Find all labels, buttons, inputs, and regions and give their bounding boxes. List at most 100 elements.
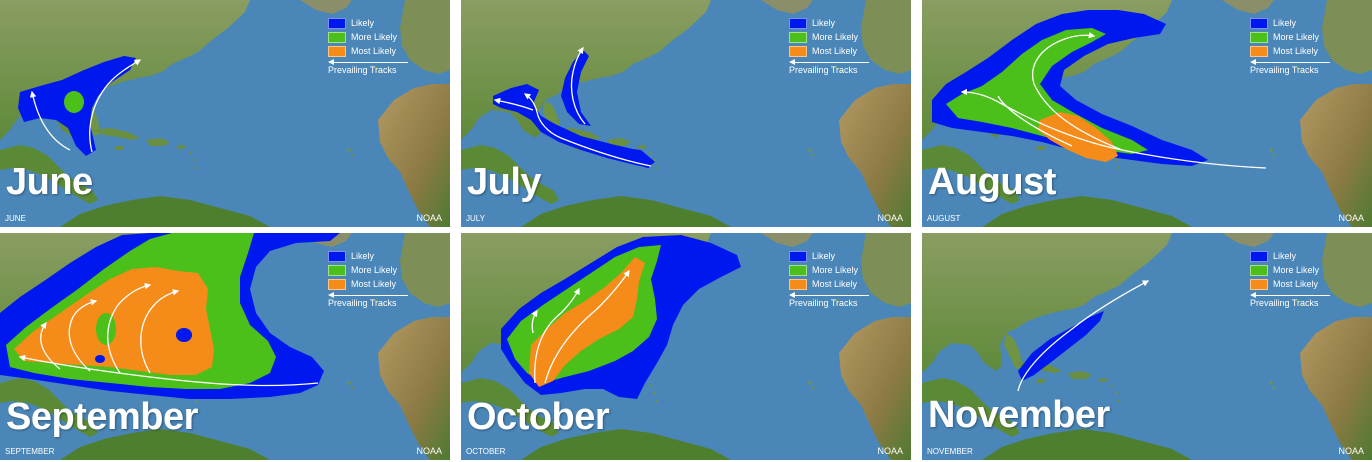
legend: Likely More Likely Most Likely Prevailin…: [789, 16, 875, 75]
more-likely-swatch: [1250, 264, 1268, 276]
noaa-credit: NOAA: [877, 213, 903, 223]
august-most-likely-region: [1038, 112, 1118, 162]
november-likely-region: [1018, 311, 1104, 381]
noaa-credit: NOAA: [1338, 213, 1364, 223]
noaa-credit: NOAA: [416, 213, 442, 223]
month-title: June: [6, 161, 93, 203]
noaa-credit: NOAA: [877, 446, 903, 456]
october-map: [461, 233, 911, 460]
legend-tracks: Prevailing Tracks: [789, 292, 875, 308]
left-arrow-icon: [1250, 59, 1330, 65]
likely-swatch: [328, 250, 346, 262]
september-prevailing-tracks: [18, 282, 319, 387]
legend-tracks-label: Prevailing Tracks: [789, 65, 858, 75]
legend-more-likely-label: More Likely: [1273, 264, 1320, 275]
most-likely-swatch: [789, 278, 807, 290]
june-more-likely-region: [64, 91, 84, 113]
august-likely-region: [932, 10, 1208, 166]
left-arrow-icon: [328, 292, 408, 298]
july-prevailing-tracks: [493, 46, 652, 167]
september-most-likely-region: [14, 267, 214, 375]
month-caption: SEPTEMBER: [5, 447, 55, 456]
legend-tracks-label: Prevailing Tracks: [328, 298, 397, 308]
legend-tracks: Prevailing Tracks: [789, 59, 875, 75]
september-map: [0, 233, 450, 460]
august-map: [922, 0, 1372, 227]
legend-more-likely-label: More Likely: [812, 31, 859, 42]
month-title: July: [467, 161, 542, 203]
month-title: September: [6, 396, 198, 438]
most-likely-swatch: [328, 278, 346, 290]
november-map: [922, 233, 1372, 460]
legend-tracks: Prevailing Tracks: [1250, 59, 1336, 75]
legend-tracks: Prevailing Tracks: [1250, 292, 1336, 308]
month-caption: JULY: [466, 214, 485, 223]
august-more-likely-region: [946, 28, 1148, 154]
most-likely-swatch: [789, 45, 807, 57]
legend-likely-label: Likely: [1273, 17, 1297, 28]
legend: Likely More Likely Most Likely Prevailin…: [1250, 249, 1336, 308]
june-map: [0, 0, 450, 227]
legend-most-likely-label: Most Likely: [1273, 45, 1319, 56]
legend-most-likely-label: Most Likely: [812, 278, 858, 289]
legend-most-likely-label: Most Likely: [351, 278, 397, 289]
legend: Likely More Likely Most Likely Prevailin…: [328, 249, 414, 308]
most-likely-swatch: [1250, 278, 1268, 290]
month-caption: AUGUST: [927, 214, 961, 223]
legend-most-likely-label: Most Likely: [351, 45, 397, 56]
likely-swatch: [328, 17, 346, 29]
likely-swatch: [1250, 17, 1268, 29]
more-likely-swatch: [328, 264, 346, 276]
october-most-likely-region: [529, 257, 645, 387]
noaa-credit: NOAA: [1338, 446, 1364, 456]
november-prevailing-tracks: [1017, 280, 1150, 392]
july-map: [461, 0, 911, 227]
more-likely-swatch: [328, 31, 346, 43]
more-likely-swatch: [1250, 31, 1268, 43]
legend-tracks-label: Prevailing Tracks: [789, 298, 858, 308]
legend-likely-label: Likely: [351, 17, 375, 28]
legend-most-likely-label: Most Likely: [812, 45, 858, 56]
more-likely-swatch: [789, 264, 807, 276]
legend-tracks-label: Prevailing Tracks: [1250, 65, 1319, 75]
map-panel-june: Likely More Likely Most Likely Prevailin…: [0, 0, 450, 227]
legend-tracks: Prevailing Tracks: [328, 59, 414, 75]
map-panel-august: Likely More Likely Most Likely Prevailin…: [922, 0, 1372, 227]
likely-swatch: [1250, 250, 1268, 262]
noaa-credit: NOAA: [416, 446, 442, 456]
legend-likely-label: Likely: [812, 17, 836, 28]
left-arrow-icon: [789, 292, 869, 298]
likely-swatch: [789, 250, 807, 262]
most-likely-swatch: [328, 45, 346, 57]
june-prevailing-tracks: [29, 59, 142, 153]
july-likely-region: [493, 50, 655, 168]
left-arrow-icon: [1250, 292, 1330, 298]
likely-swatch: [789, 17, 807, 29]
legend-tracks-label: Prevailing Tracks: [328, 65, 397, 75]
august-prevailing-tracks: [960, 31, 1267, 169]
map-panel-july: Likely More Likely Most Likely Prevailin…: [461, 0, 911, 227]
legend-more-likely-label: More Likely: [351, 264, 398, 275]
map-panel-september: Likely More Likely Most Likely Prevailin…: [0, 233, 450, 460]
legend-more-likely-label: More Likely: [1273, 31, 1320, 42]
legend: Likely More Likely Most Likely Prevailin…: [789, 249, 875, 308]
legend: Likely More Likely Most Likely Prevailin…: [1250, 16, 1336, 75]
month-caption: JUNE: [5, 214, 26, 223]
left-arrow-icon: [328, 59, 408, 65]
map-panel-october: Likely More Likely Most Likely Prevailin…: [461, 233, 911, 460]
month-caption: NOVEMBER: [927, 447, 973, 456]
most-likely-swatch: [1250, 45, 1268, 57]
month-title: November: [928, 394, 1110, 436]
legend-more-likely-label: More Likely: [351, 31, 398, 42]
left-arrow-icon: [789, 59, 869, 65]
month-caption: OCTOBER: [466, 447, 506, 456]
legend-tracks-label: Prevailing Tracks: [1250, 298, 1319, 308]
map-panel-november: Likely More Likely Most Likely Prevailin…: [922, 233, 1372, 460]
legend-more-likely-label: More Likely: [812, 264, 859, 275]
legend-tracks: Prevailing Tracks: [328, 292, 414, 308]
legend-likely-label: Likely: [351, 250, 375, 261]
october-prevailing-tracks: [531, 269, 630, 384]
legend-most-likely-label: Most Likely: [1273, 278, 1319, 289]
month-title: October: [467, 396, 610, 438]
legend-likely-label: Likely: [1273, 250, 1297, 261]
